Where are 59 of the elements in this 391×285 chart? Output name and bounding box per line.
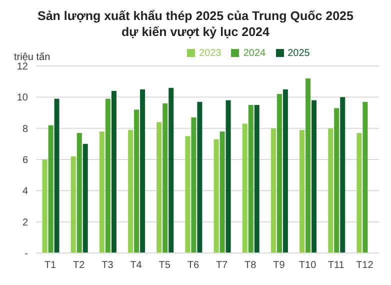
bar bbox=[111, 90, 116, 253]
bar bbox=[306, 78, 311, 253]
bar bbox=[128, 130, 134, 253]
bar bbox=[312, 100, 317, 253]
bar bbox=[48, 125, 54, 253]
y-tick-label: 10 bbox=[16, 92, 28, 104]
y-axis-title: triệu tấn bbox=[14, 52, 50, 63]
bar bbox=[134, 110, 140, 253]
y-tick-label: 4 bbox=[22, 186, 28, 198]
x-tick-label: T4 bbox=[130, 260, 142, 272]
x-tick-label: T9 bbox=[273, 260, 286, 272]
bar bbox=[191, 117, 196, 253]
bar bbox=[156, 122, 162, 253]
x-tick-label: T5 bbox=[158, 260, 171, 272]
bar bbox=[140, 89, 146, 253]
y-tick-label: 2 bbox=[22, 217, 28, 228]
bar bbox=[340, 97, 346, 253]
legend-label: 2025 bbox=[288, 48, 310, 59]
bar bbox=[168, 88, 174, 253]
bar bbox=[105, 98, 110, 253]
bar bbox=[276, 94, 282, 253]
bar bbox=[76, 133, 82, 253]
bar bbox=[242, 124, 248, 253]
bar bbox=[226, 100, 231, 253]
bar bbox=[54, 98, 60, 253]
y-tick-label: - bbox=[24, 248, 28, 260]
legend-label: 2024 bbox=[243, 48, 266, 59]
bar bbox=[248, 104, 254, 253]
x-tick-label: T8 bbox=[244, 260, 257, 272]
x-tick-label: T2 bbox=[73, 260, 86, 272]
bar bbox=[270, 128, 276, 253]
x-tick-label: T11 bbox=[328, 260, 345, 272]
bar bbox=[99, 131, 104, 253]
y-tick-label: 8 bbox=[22, 124, 28, 135]
bar bbox=[70, 156, 76, 253]
bar bbox=[42, 160, 48, 253]
y-tick-label: 6 bbox=[22, 155, 28, 166]
bar bbox=[334, 108, 340, 253]
bar bbox=[356, 133, 362, 253]
bar bbox=[185, 136, 190, 253]
x-tick-label: T7 bbox=[216, 260, 228, 272]
bar bbox=[82, 144, 88, 253]
x-tick-label: T1 bbox=[44, 260, 57, 272]
bar bbox=[300, 130, 305, 253]
bar bbox=[254, 104, 260, 253]
bar bbox=[214, 139, 219, 253]
bar bbox=[162, 103, 168, 253]
y-tick-label: 12 bbox=[16, 62, 28, 73]
x-tick-label: T10 bbox=[298, 260, 317, 272]
x-tick-label: T12 bbox=[356, 260, 374, 272]
x-tick-label: T6 bbox=[187, 260, 200, 272]
x-tick-label: T3 bbox=[102, 260, 114, 272]
bar bbox=[220, 131, 225, 253]
bar bbox=[328, 128, 334, 253]
bar bbox=[282, 89, 288, 253]
bar bbox=[362, 102, 368, 253]
legend-label: 2023 bbox=[199, 48, 222, 59]
chart-title: Sản lượng xuất khẩu thép 2025 của Trung Quốc 2025 dự kiến vượt kỷ lục 2024 bbox=[36, 8, 354, 40]
bar bbox=[197, 102, 202, 253]
